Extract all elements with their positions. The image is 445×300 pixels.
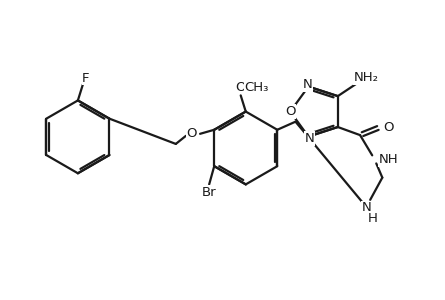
Text: NH₂: NH₂: [354, 71, 379, 84]
Text: O: O: [383, 121, 394, 134]
Text: N: N: [304, 132, 314, 145]
Text: CH₃: CH₃: [245, 81, 269, 94]
Text: O: O: [187, 127, 197, 140]
Text: N: N: [361, 201, 371, 214]
Text: H: H: [367, 212, 377, 224]
Text: O: O: [235, 81, 246, 94]
Text: O: O: [285, 105, 295, 118]
Text: Br: Br: [202, 186, 216, 199]
Text: NH: NH: [378, 153, 398, 166]
Text: N: N: [303, 78, 312, 91]
Text: F: F: [82, 72, 90, 85]
